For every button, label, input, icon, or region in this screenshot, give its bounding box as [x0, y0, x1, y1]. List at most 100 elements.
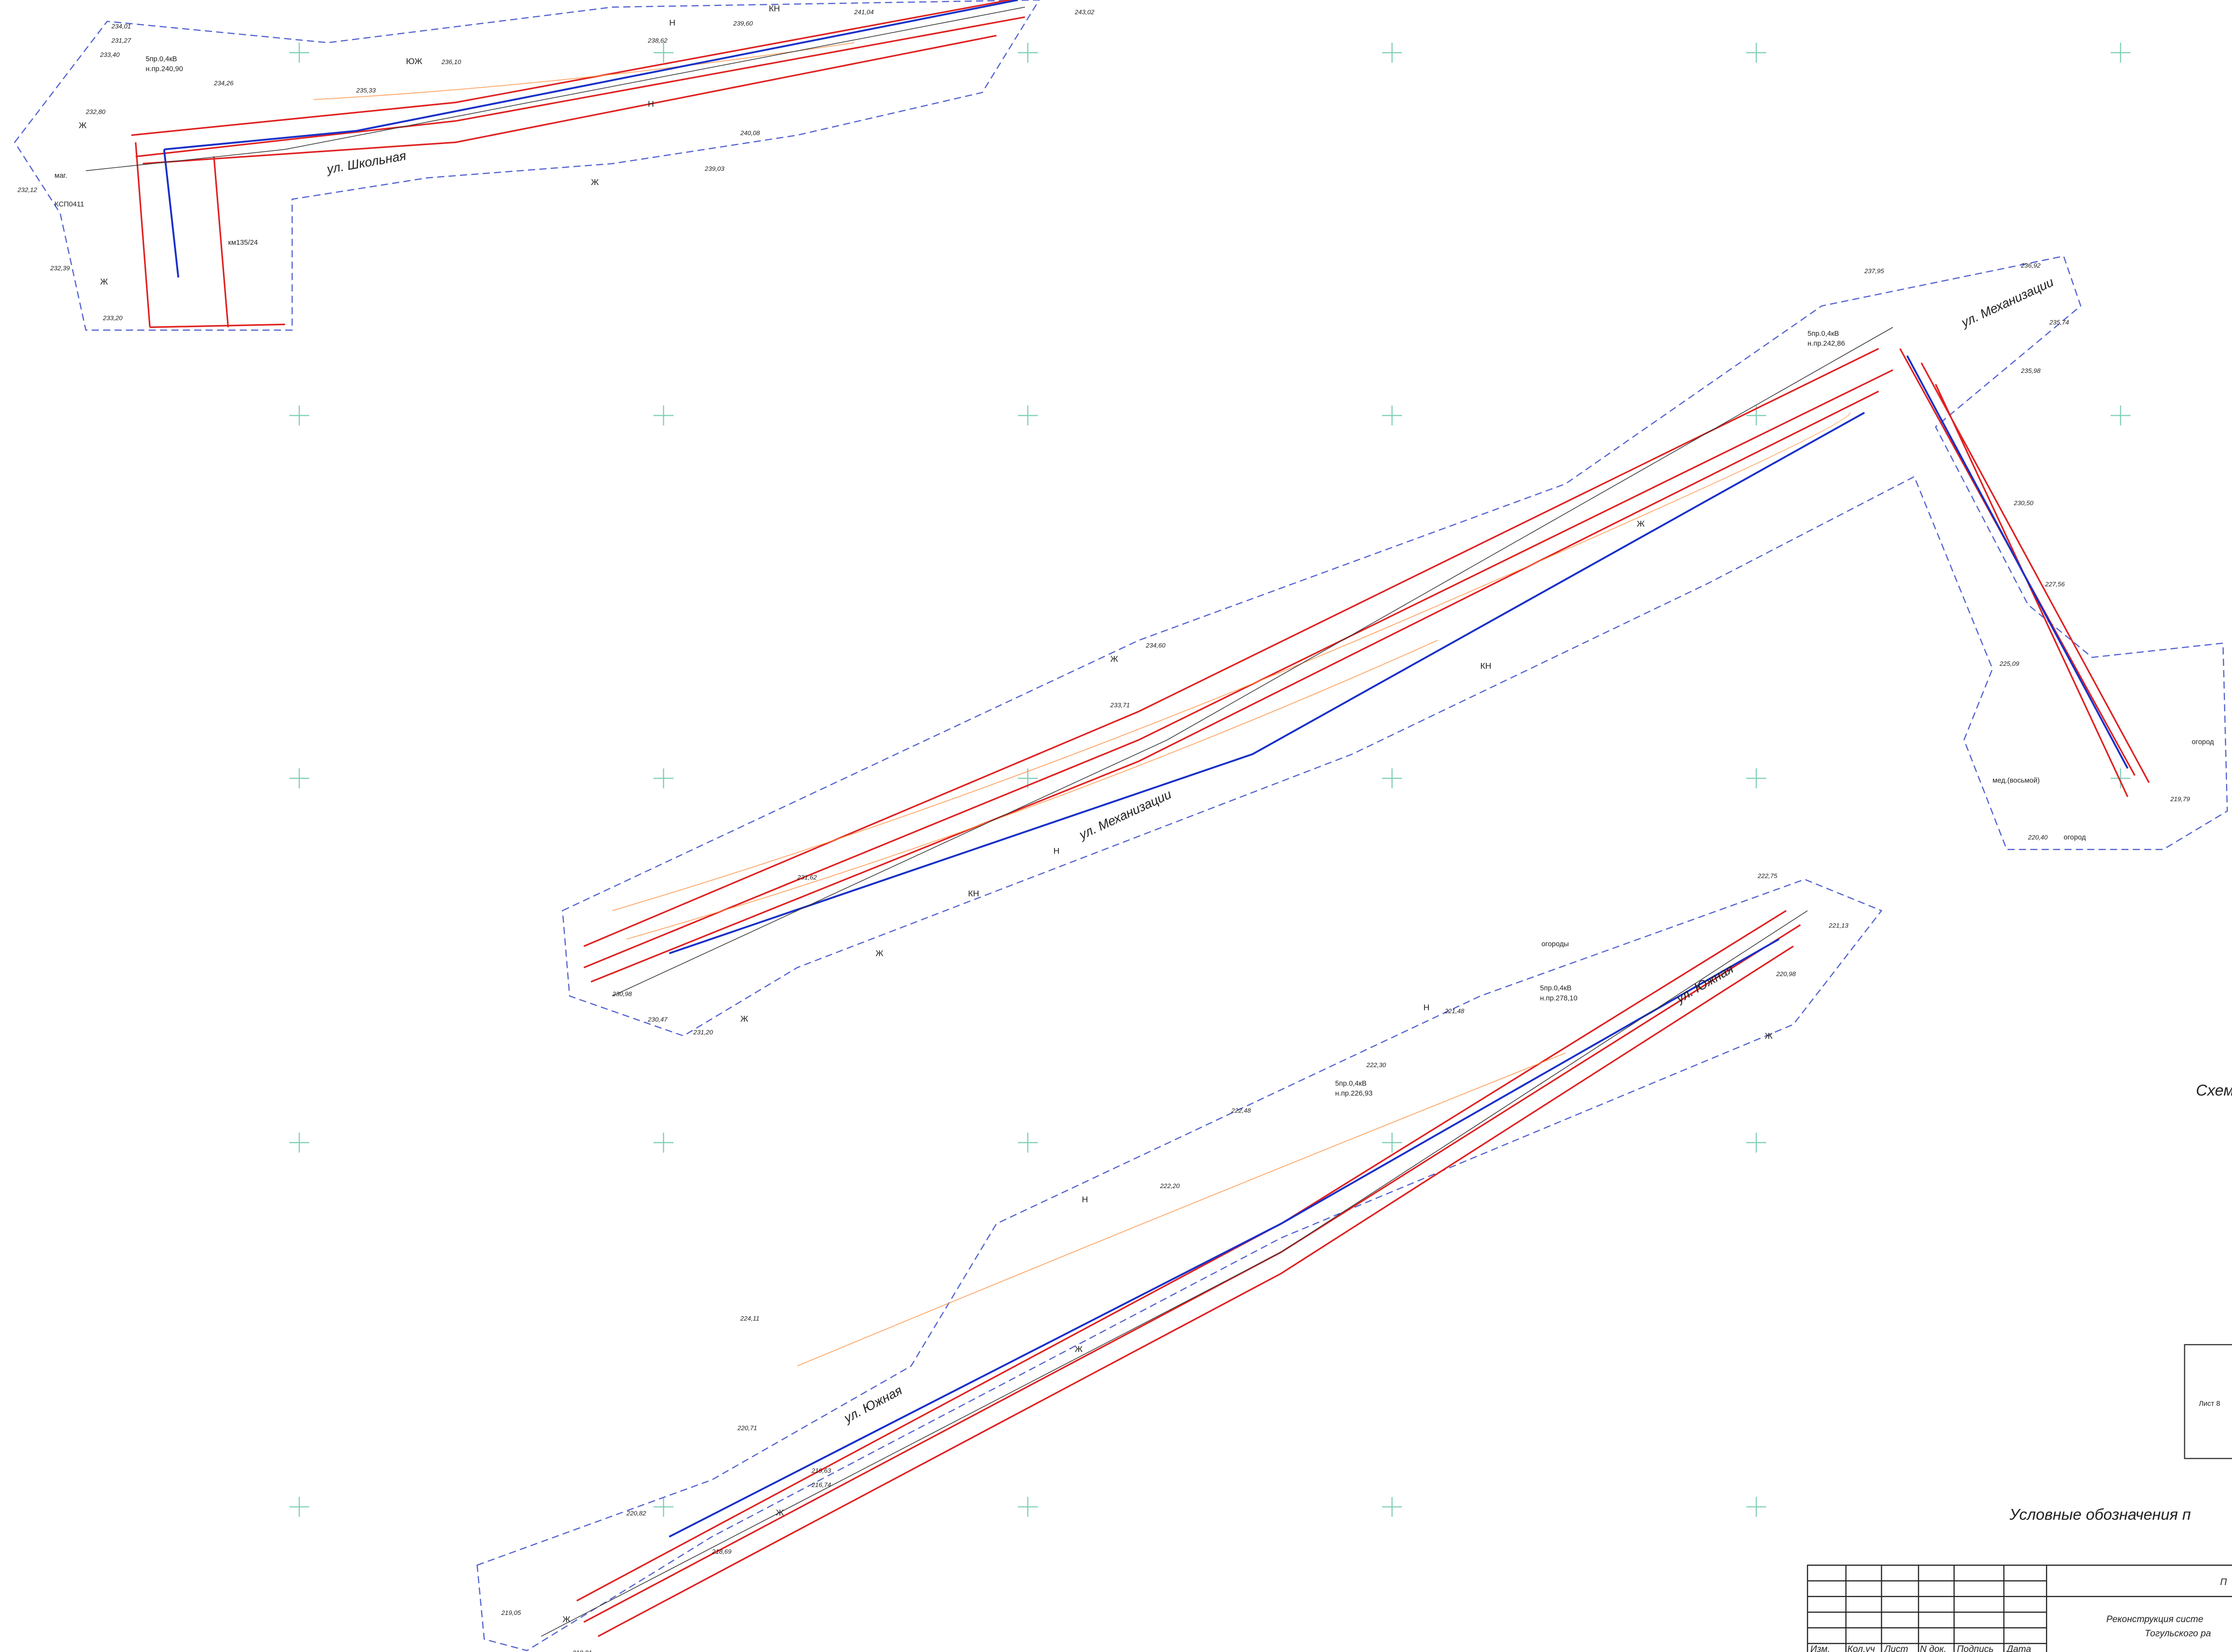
- note: 5пр.0,4кВ: [1808, 330, 1839, 338]
- grid-cross: [1746, 42, 1767, 63]
- lot-code: Н: [648, 99, 654, 109]
- elevation: 231,20: [693, 1029, 713, 1036]
- scheme: Схем: [2196, 1082, 2232, 1099]
- lot-code: Ж: [1637, 519, 1645, 529]
- lot-code: Н: [1423, 1003, 1429, 1012]
- elevation: 234,26: [213, 79, 234, 87]
- elevation: 220,71: [737, 1424, 757, 1431]
- grid-crosses: [289, 42, 2131, 1517]
- elevation: 222,30: [1366, 1061, 1386, 1069]
- note: н.пр.242,86: [1808, 340, 1845, 348]
- blue-lines: [163, 0, 2129, 1538]
- grid-cross: [2110, 42, 2131, 63]
- road-edge: [86, 7, 1893, 1637]
- elevation: 239,60: [733, 20, 753, 27]
- elevation: 235,33: [356, 87, 376, 94]
- grid-cross: [1382, 42, 1402, 63]
- elevation: 222,75: [1757, 872, 1778, 879]
- note: н.пр.240,90: [145, 66, 183, 73]
- note: огород: [2192, 739, 2214, 746]
- boundary: [562, 255, 2228, 1037]
- lot-code: ЮЖ: [406, 56, 423, 66]
- legend-box: [2184, 1344, 2232, 1459]
- elevation: 218,69: [712, 1548, 732, 1555]
- note: огороды: [1542, 940, 1569, 948]
- elevation: 218,81: [572, 1649, 592, 1652]
- elevation: 221,13: [1828, 922, 1849, 929]
- lot-code: Ж: [776, 1507, 784, 1517]
- elevation: 220,40: [2028, 834, 2048, 841]
- district: Тогульского ра: [2145, 1629, 2211, 1639]
- project: Реконструкция систе: [2106, 1614, 2203, 1625]
- tb-column: Кол.уч: [1848, 1644, 1875, 1652]
- contours: [313, 42, 1851, 1367]
- elevation: 219,79: [2170, 795, 2190, 803]
- grid-cross: [289, 405, 309, 426]
- elevation: 231,27: [111, 37, 131, 44]
- grid-cross: [653, 1497, 674, 1517]
- lot-code: Ж: [875, 949, 884, 958]
- grid-cross: [1017, 1497, 1038, 1517]
- grid-cross: [1382, 768, 1402, 789]
- lot-code: Ж: [591, 177, 599, 187]
- elevation: 239,03: [704, 165, 725, 172]
- elevation: 233,40: [100, 51, 120, 58]
- elevation: 236,92: [2021, 262, 2041, 269]
- elevation: 230,98: [612, 990, 632, 997]
- note: мед.(восьмой): [1993, 777, 2040, 784]
- lot-code: Ж: [100, 277, 108, 287]
- elevation: 234,60: [1146, 642, 1166, 649]
- lot-code: Ж: [740, 1014, 749, 1024]
- lot-code: Н: [669, 18, 675, 27]
- lot-code: Ж: [563, 1614, 571, 1624]
- grid-cross: [289, 1497, 309, 1517]
- lot-code: Ж: [1110, 654, 1119, 663]
- grid-cross: [1746, 1132, 1767, 1153]
- note: 5пр.0,4кВ: [1335, 1080, 1366, 1088]
- elevation: 216,74: [811, 1481, 831, 1488]
- black-lines: [86, 7, 1893, 1637]
- elevation: 233,20: [103, 315, 123, 322]
- elevation: 231,62: [797, 873, 817, 881]
- note: н.пр.278,10: [1540, 994, 1578, 1002]
- elevation: 224,11: [740, 1315, 760, 1322]
- grid-cross: [653, 405, 674, 426]
- elevation: 243,02: [1074, 9, 1095, 16]
- note: маг.: [54, 172, 67, 180]
- grid-cross: [2110, 405, 2131, 426]
- tb-column: N док.: [1920, 1644, 1946, 1652]
- elevation: 232,80: [85, 108, 106, 115]
- elevation: 240,08: [740, 130, 760, 137]
- grid-cross: [1017, 42, 1038, 63]
- elevation: 219,63: [811, 1467, 831, 1474]
- blue-line: [669, 938, 1780, 1538]
- elevation: 235,74: [2049, 318, 2069, 326]
- red-line: [131, 0, 1025, 328]
- grid-cross: [1382, 405, 1402, 426]
- lot-code: Н: [1054, 846, 1060, 856]
- grid-cross: [653, 768, 674, 789]
- lot-code: Ж: [79, 120, 87, 130]
- elevation: 237,95: [1864, 267, 1884, 275]
- grid-cross: [289, 768, 309, 789]
- grid-cross: [1017, 405, 1038, 426]
- elevation: 230,47: [647, 1016, 668, 1023]
- tb-column: Лист: [1883, 1644, 1908, 1652]
- grid-cross: [1382, 1497, 1402, 1517]
- boundaries: [14, 0, 2228, 1652]
- elevation: 232,12: [17, 186, 37, 194]
- note: огород: [2064, 834, 2087, 842]
- legend-title: Условные обозначения п: [2009, 1506, 2191, 1523]
- lot-code: КН: [1480, 661, 1492, 671]
- note: км135/24: [228, 239, 258, 247]
- elevation: 220,82: [626, 1509, 647, 1517]
- elevation: 233,71: [1110, 701, 1130, 709]
- elevation: 227,56: [2045, 581, 2065, 588]
- grid-cross: [1746, 768, 1767, 789]
- elevation: 222,20: [1160, 1182, 1180, 1189]
- grid-cross: [2110, 768, 2131, 789]
- elevation: 220,98: [1776, 970, 1796, 978]
- elevation: 235,98: [2021, 367, 2041, 374]
- title-head: П: [2220, 1577, 2227, 1587]
